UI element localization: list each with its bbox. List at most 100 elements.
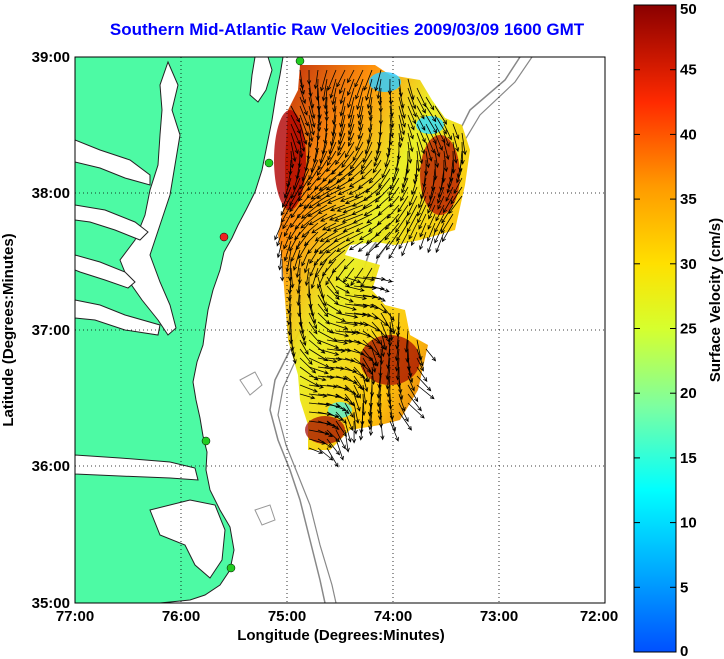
velocity-vector xyxy=(425,114,438,134)
velocity-vector xyxy=(301,204,319,219)
velocity-vector xyxy=(361,150,373,170)
velocity-vector xyxy=(425,96,435,111)
colorbar-tick-label: 25 xyxy=(680,321,697,338)
gridlines xyxy=(75,57,605,603)
velocity-vector xyxy=(335,429,346,450)
velocity-vector xyxy=(335,150,346,166)
velocity-vector xyxy=(406,213,418,233)
velocity-vector xyxy=(434,105,447,125)
velocity-vector xyxy=(317,303,329,318)
velocity-vector xyxy=(332,222,355,232)
velocity-vector xyxy=(319,231,337,242)
velocity-vector xyxy=(347,114,355,136)
velocity-vector xyxy=(308,375,327,382)
velocity-vector xyxy=(371,303,388,314)
velocity-vector xyxy=(374,69,382,92)
velocity-vector xyxy=(337,141,346,157)
velocity-vector xyxy=(304,267,310,287)
velocity-vector xyxy=(407,105,417,125)
velocity-vector xyxy=(308,312,317,330)
velocity-vector xyxy=(336,204,355,212)
velocity-vector xyxy=(274,222,283,241)
velocity-vector xyxy=(347,132,355,147)
station-marker xyxy=(201,436,211,446)
velocity-vector xyxy=(416,357,424,372)
velocity-vector xyxy=(335,303,357,311)
velocity-vector xyxy=(344,276,362,284)
velocity-vector xyxy=(298,240,310,260)
velocity-vector xyxy=(308,123,314,143)
velocity-vector xyxy=(326,402,347,412)
velocity-vector xyxy=(299,105,309,127)
y-tick-label: 39:00 xyxy=(32,49,70,66)
velocity-vector xyxy=(308,159,319,181)
velocity-vector xyxy=(290,240,301,263)
colorbar xyxy=(633,4,677,653)
velocity-vector xyxy=(326,447,339,468)
velocity-lowspot xyxy=(369,72,401,92)
velocity-vector xyxy=(407,114,415,131)
velocity-vector xyxy=(408,186,418,207)
velocity-vector xyxy=(290,132,299,155)
velocity-vector xyxy=(395,204,409,224)
velocity-vector xyxy=(452,132,460,153)
velocity-vector xyxy=(450,186,463,205)
velocity-vector xyxy=(356,87,364,111)
velocity-vector xyxy=(326,159,337,173)
velocity-vector xyxy=(317,267,328,289)
velocity-vector xyxy=(376,78,382,100)
velocity-vector xyxy=(299,384,318,393)
velocity-vector xyxy=(377,366,382,389)
velocity-vector xyxy=(384,222,400,241)
velocity-vector xyxy=(301,222,319,238)
velocity-vector xyxy=(357,105,364,126)
velocity-vector xyxy=(299,87,306,105)
velocity-vector xyxy=(371,285,390,293)
velocity-vector xyxy=(374,231,391,249)
velocity-vector xyxy=(326,438,341,456)
velocity-vector xyxy=(426,222,436,242)
y-tick-label: 36:00 xyxy=(32,458,70,475)
velocity-vector xyxy=(373,150,382,168)
velocity-vector xyxy=(321,78,328,102)
velocity-vector xyxy=(298,177,310,197)
y-tick-label: 37:00 xyxy=(32,322,70,339)
velocity-vector xyxy=(344,141,355,159)
velocity-vector xyxy=(395,213,409,233)
velocity-vector xyxy=(354,69,364,88)
velocity-vector xyxy=(336,69,346,88)
velocity-hotspot xyxy=(305,416,345,444)
velocity-vector xyxy=(308,105,316,128)
velocity-vector xyxy=(320,213,337,222)
velocity-vector xyxy=(299,168,310,190)
x-tick-label: 73:00 xyxy=(480,608,518,625)
colorbar-tick-label: 35 xyxy=(680,191,697,208)
velocity-vector xyxy=(290,267,295,289)
velocity-vector xyxy=(277,249,283,271)
velocity-vector xyxy=(346,78,355,97)
velocity-vector xyxy=(338,78,346,95)
velocity-vector xyxy=(353,285,377,291)
velocity-vector xyxy=(419,222,427,238)
x-axis-title: Longitude (Degrees:Minutes) xyxy=(237,627,445,644)
velocity-vector xyxy=(407,132,414,153)
velocity-vector xyxy=(326,150,337,167)
velocity-vector xyxy=(427,231,436,254)
velocity-vector xyxy=(295,258,301,279)
map-title: Southern Mid-Atlantic Raw Velocities 200… xyxy=(109,20,585,39)
velocity-vector xyxy=(345,231,364,242)
velocity-vector xyxy=(290,141,297,163)
x-tick-label: 72:00 xyxy=(580,608,618,625)
velocity-vector xyxy=(298,186,310,202)
velocity-vector xyxy=(320,69,328,92)
velocity-vector xyxy=(317,348,340,356)
velocity-vector xyxy=(308,195,328,209)
velocity-vector xyxy=(368,420,374,437)
y-tick-label: 35:00 xyxy=(32,595,70,612)
velocity-vector xyxy=(309,249,319,264)
velocity-vector xyxy=(357,123,364,140)
colorbar-tick-label: 0 xyxy=(680,643,688,659)
velocity-vector xyxy=(362,384,368,405)
velocity-vector xyxy=(359,411,364,435)
